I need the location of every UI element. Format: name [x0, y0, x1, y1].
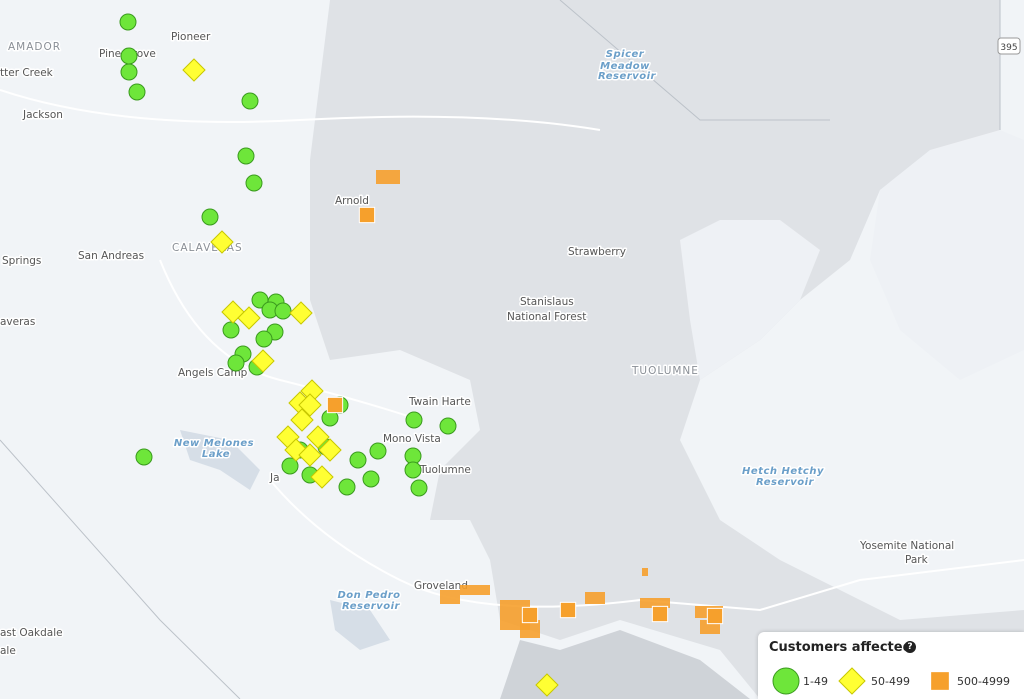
outage-marker[interactable] [521, 606, 539, 624]
place-label: ast Oakdale [0, 627, 63, 639]
outage-marker[interactable] [559, 601, 577, 619]
place-label: Arnold [335, 195, 369, 207]
outage-marker[interactable] [358, 206, 376, 224]
water-label: Hetch Hetchy [742, 466, 824, 477]
outage-marker[interactable] [338, 478, 356, 496]
water-label: Lake [202, 449, 230, 460]
place-label: Park [905, 554, 929, 566]
outage-area [640, 598, 670, 608]
outage-marker[interactable] [404, 461, 422, 479]
water-label: Spicer [606, 49, 645, 60]
legend-title: Customers affected [769, 640, 912, 655]
outage-marker[interactable] [128, 83, 146, 101]
outage-marker[interactable] [318, 438, 342, 462]
outage-marker[interactable] [237, 306, 261, 330]
water-label: Reservoir [342, 601, 400, 612]
place-label: Mono Vista [383, 433, 441, 445]
legend-label: 1-49 [803, 675, 828, 688]
outage-marker[interactable] [362, 470, 380, 488]
outage-marker[interactable] [369, 442, 387, 460]
outage-marker[interactable] [535, 673, 559, 697]
outage-area [585, 592, 605, 604]
terrain [500, 630, 750, 699]
outage-marker[interactable] [439, 417, 457, 435]
outage-marker[interactable] [255, 330, 273, 348]
outage-marker[interactable] [119, 13, 137, 31]
water-label: Reservoir [598, 71, 656, 82]
place-label: Yosemite National [859, 540, 954, 552]
place-label: Stanislaus [520, 296, 574, 308]
outage-area [520, 620, 540, 638]
boundary [0, 0, 1001, 699]
water-label: Don Pedro [337, 590, 400, 601]
outage-marker [838, 667, 866, 695]
outage-marker[interactable] [326, 396, 344, 414]
highway-shield [997, 37, 1021, 55]
place-label: TUOLUMNE [631, 365, 699, 377]
outage-area [376, 170, 400, 184]
outage-marker[interactable] [651, 605, 669, 623]
outage-marker[interactable] [201, 208, 219, 226]
water-label: Meadow [600, 61, 650, 72]
outage-marker [930, 671, 950, 691]
outage-marker[interactable] [251, 349, 275, 373]
place-label: averas [0, 316, 35, 328]
place-label: tter Creek [0, 67, 54, 79]
outage-marker[interactable] [298, 443, 322, 467]
place-label: Groveland [414, 580, 468, 592]
outage-marker[interactable] [120, 63, 138, 81]
outage-marker[interactable] [706, 607, 724, 625]
outage-marker[interactable] [227, 354, 245, 372]
legend-label: 500-4999 [957, 675, 1010, 688]
outage-marker[interactable] [120, 47, 138, 65]
outage-area [460, 585, 490, 595]
outage-marker[interactable] [349, 451, 367, 469]
place-label: CALAVERAS [172, 242, 243, 254]
outage-marker[interactable] [182, 58, 206, 82]
outage-marker[interactable] [289, 301, 313, 325]
legend: Customers affected ? 1-49 50-499 500-4999 [758, 632, 1024, 699]
place-label: ale [0, 645, 16, 657]
lake [180, 430, 260, 490]
outage-marker[interactable] [298, 393, 322, 417]
place-label: Springs [2, 255, 41, 267]
place-label: National Forest [507, 311, 586, 323]
legend-label: 50-499 [871, 675, 910, 688]
outage-area [642, 568, 648, 576]
lake [330, 600, 390, 650]
water-label: Reservoir [756, 477, 814, 488]
place-label: Tuolumne [419, 464, 471, 476]
land [680, 220, 820, 380]
place-label: Strawberry [568, 246, 626, 258]
outage-marker[interactable] [290, 408, 314, 432]
outage-marker[interactable] [310, 465, 334, 489]
outage-marker[interactable] [245, 174, 263, 192]
place-label: Ja [269, 472, 280, 484]
outage-area [440, 590, 460, 604]
highway-label: 395 [1000, 43, 1017, 53]
help-icon[interactable]: ? [904, 641, 916, 653]
place-label: San Andreas [78, 250, 144, 262]
outage-marker[interactable] [410, 479, 428, 497]
outage-marker[interactable] [135, 448, 153, 466]
outage-marker[interactable] [306, 425, 330, 449]
outage-marker[interactable] [222, 321, 240, 339]
outage-marker[interactable] [405, 411, 423, 429]
outage-marker[interactable] [237, 147, 255, 165]
place-label: Pioneer [171, 31, 211, 43]
national-forest [310, 0, 1024, 699]
place-label: AMADOR [8, 41, 61, 53]
road [0, 89, 1024, 612]
place-label: Twain Harte [408, 396, 471, 408]
place-label: Jackson [22, 109, 63, 121]
land [870, 130, 1024, 380]
water-label: New Melones [174, 438, 254, 449]
outage-marker[interactable] [241, 92, 259, 110]
outage-marker[interactable] [210, 230, 234, 254]
outage-marker[interactable] [274, 302, 292, 320]
outage-marker [772, 667, 800, 695]
outage-marker[interactable] [281, 457, 299, 475]
